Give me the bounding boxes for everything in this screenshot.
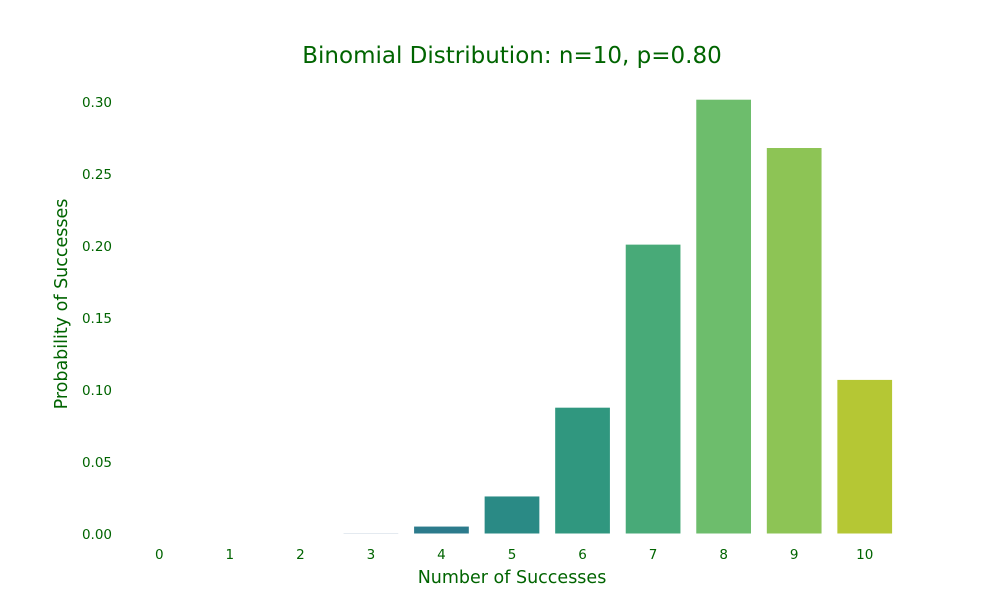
bar-10 (836, 378, 894, 535)
bar-9 (765, 147, 823, 535)
bar-4 (413, 525, 470, 535)
x-tick-label: 3 (367, 547, 376, 563)
y-tick-label: 0.30 (82, 95, 112, 111)
bar-8 (695, 98, 753, 535)
y-axis-ticks: 0.00 0.05 0.10 0.15 0.20 0.25 0.30 (82, 95, 112, 543)
x-tick-label: 5 (508, 547, 517, 563)
bars (201, 98, 894, 535)
bar-3 (342, 532, 400, 535)
bar-6 (554, 406, 611, 535)
y-tick-label: 0.20 (82, 239, 112, 255)
x-tick-label: 8 (719, 547, 728, 563)
x-tick-label: 6 (578, 547, 587, 563)
y-tick-label: 0.25 (82, 167, 112, 183)
chart-title: Binomial Distribution: n=10, p=0.80 (302, 43, 721, 69)
x-axis-label: Number of Successes (418, 568, 607, 588)
x-tick-label: 10 (856, 547, 873, 563)
x-tick-label: 7 (649, 547, 658, 563)
x-axis-ticks: 0 1 2 3 4 5 6 7 8 9 10 (155, 547, 873, 563)
y-axis-label: Probability of Successes (52, 199, 72, 410)
x-tick-label: 2 (296, 547, 305, 563)
y-tick-label: 0.00 (82, 527, 112, 543)
y-tick-label: 0.15 (82, 311, 112, 327)
y-tick-label: 0.05 (82, 455, 112, 471)
x-tick-label: 1 (226, 547, 235, 563)
x-tick-label: 0 (155, 547, 164, 563)
bar-5 (483, 495, 541, 535)
y-tick-label: 0.10 (82, 383, 112, 399)
x-tick-label: 9 (790, 547, 799, 563)
bar-7 (624, 243, 682, 535)
x-tick-label: 4 (437, 547, 446, 563)
